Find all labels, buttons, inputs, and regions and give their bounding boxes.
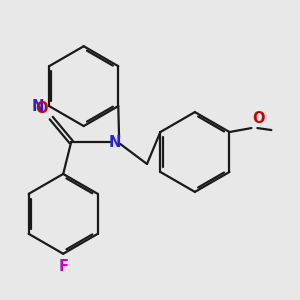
Text: N: N <box>109 134 121 149</box>
Text: O: O <box>35 101 48 116</box>
Text: O: O <box>252 112 265 127</box>
Text: N: N <box>32 99 44 114</box>
Text: F: F <box>58 259 68 274</box>
